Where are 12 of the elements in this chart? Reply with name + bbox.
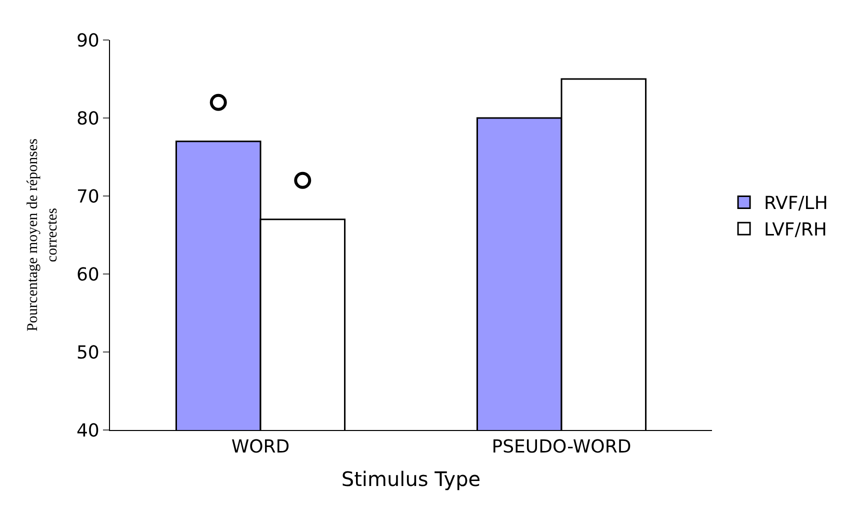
y-tick-label: 80 <box>76 108 100 130</box>
legend-label: LVF/RH <box>764 220 827 241</box>
y-axis-title: Pourcentage moyen de réponses correctes <box>25 138 61 332</box>
legend-label: RVF/LH <box>764 193 828 214</box>
x-axis-title: Stimulus Type <box>341 467 481 492</box>
y-tick-label: 90 <box>76 30 100 52</box>
y-tick-label: 70 <box>76 186 100 208</box>
x-tick-label: PSEUDO-WORD <box>492 436 632 458</box>
y-tick-label: 40 <box>76 420 100 442</box>
y-tick-label: 50 <box>76 342 100 364</box>
y-tick-label: 60 <box>76 264 100 286</box>
x-tick-label: WORD <box>231 436 290 458</box>
